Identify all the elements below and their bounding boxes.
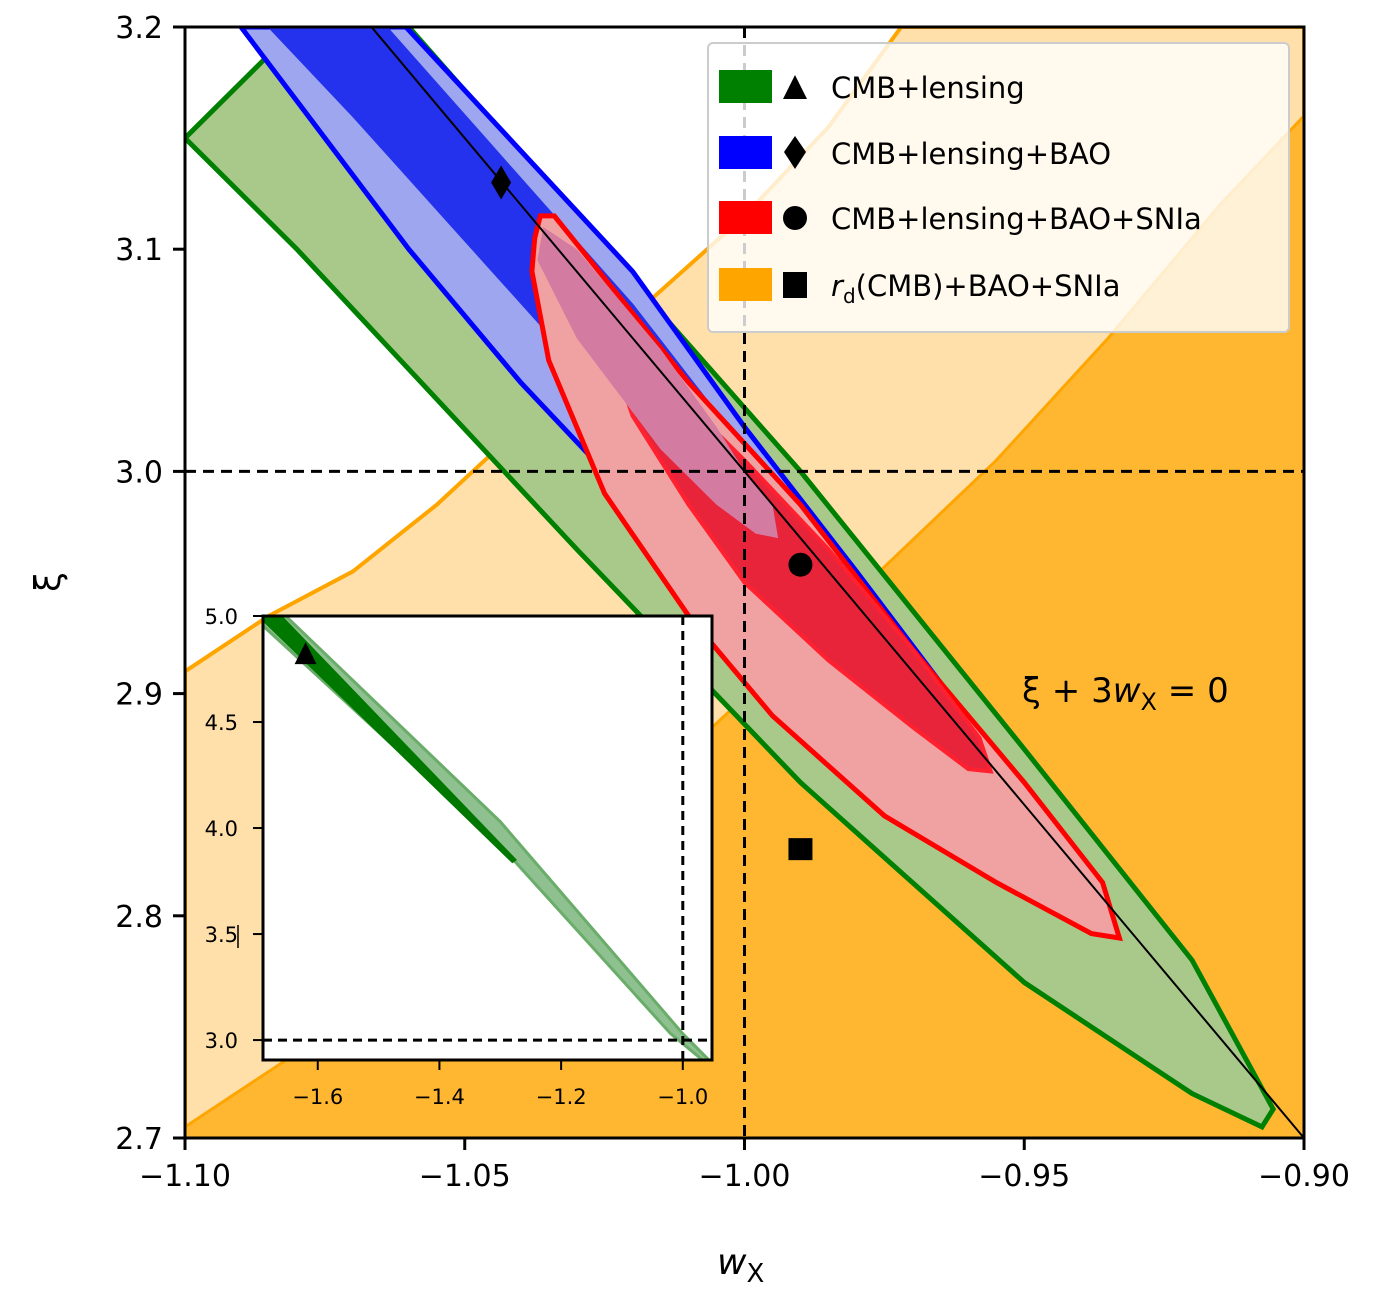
- legend-entry: CMB+lensing+BAO: [719, 136, 1111, 171]
- x-tick-label: −1.00: [699, 1159, 791, 1194]
- annotation-rest: = 0: [1157, 671, 1229, 711]
- diamond-marker-icon: [784, 136, 806, 169]
- best-fit-triangle-marker: [294, 642, 317, 665]
- inset-ticks: −1.6 −1.4 −1.2 −1.0 3.0 3.5 4.0 4.5 5.0: [205, 605, 709, 1109]
- legend-label: CMB+lensing+BAO: [831, 137, 1111, 171]
- main-ticks: −1.10 −1.05 −1.00 −0.95 −0.90 2.7 2.8 2.9 3.0 3.1…: [115, 11, 1350, 1194]
- y-tick-label: 3.2: [115, 11, 163, 46]
- x-tick-label: −0.90: [1258, 1159, 1350, 1194]
- inset-x-tick-label: −1.4: [414, 1085, 465, 1109]
- best-fit-circle-marker: [788, 552, 813, 577]
- inset-axes-frame: [261, 614, 714, 1062]
- y-tick-label: 2.7: [115, 1122, 163, 1157]
- y-tick-label: 3.0: [115, 455, 163, 490]
- x-tick-label: −0.95: [978, 1159, 1070, 1194]
- annotation-w: w: [1113, 671, 1141, 711]
- inset-y-tick-label: 5.0: [205, 605, 238, 629]
- legend-swatch-blue: [719, 136, 772, 169]
- inset-x-tick-label: −1.2: [536, 1085, 587, 1109]
- inset-y-tick-label: 3.0: [205, 1029, 238, 1053]
- relation-line-xi-plus-3w: [370, 27, 1304, 1138]
- x-tick-label: −1.05: [419, 1159, 511, 1194]
- y-axis-label: ξ: [28, 572, 69, 592]
- legend-swatch-red: [719, 201, 772, 234]
- best-fit-square-marker: [788, 838, 813, 861]
- inset-y-tick-label: 4.0: [205, 817, 238, 841]
- x-tick-label: −1.10: [139, 1159, 231, 1194]
- annotation-sub: X: [1141, 688, 1157, 716]
- legend-entry: rd(CMB)+BAO+SNIa: [719, 268, 1121, 308]
- legend-label: rd(CMB)+BAO+SNIa: [831, 269, 1121, 308]
- square-marker-icon: [783, 272, 807, 298]
- legend-label-r: r: [831, 269, 845, 303]
- inset-y-tick-label: 4.5: [205, 711, 238, 735]
- x-axis-label-sub: X: [746, 1259, 764, 1289]
- legend-label: CMB+lensing: [831, 71, 1025, 105]
- legend-label-rest: (CMB)+BAO+SNIa: [856, 269, 1121, 303]
- circle-marker-icon: [783, 206, 807, 230]
- relation-line: [370, 27, 1304, 1138]
- y-tick-label: 3.1: [115, 233, 163, 268]
- legend: CMB+lensing CMB+lensing+BAO CMB+lensing+…: [707, 42, 1290, 333]
- legend-swatch-orange: [719, 268, 772, 301]
- legend-swatch-green: [719, 70, 772, 103]
- best-fit-markers: [491, 165, 813, 861]
- triangle-marker-icon: [783, 75, 807, 99]
- legend-entry: CMB+lensing: [719, 70, 1025, 105]
- inset-x-tick-label: −1.0: [657, 1085, 708, 1109]
- legend-box: [707, 42, 1290, 333]
- y-tick-label: 2.8: [115, 900, 163, 935]
- x-axis-label-w: w: [717, 1242, 747, 1283]
- best-fit-diamond-marker: [491, 165, 512, 200]
- legend-entry: CMB+lensing+BAO+SNIa: [719, 201, 1202, 236]
- annotation: ξ + 3wX = 0: [1022, 671, 1229, 716]
- legend-label: CMB+lensing+BAO+SNIa: [831, 202, 1202, 236]
- inset-x-tick-label: −1.6: [292, 1085, 343, 1109]
- x-axis-label: wX: [717, 1242, 764, 1289]
- red-overlap-region: [537, 227, 779, 539]
- legend-label-sub: d: [843, 284, 856, 308]
- y-tick-label: 2.9: [115, 678, 163, 713]
- annotation-xi: ξ + 3: [1022, 671, 1113, 711]
- inset-y-tick-label: 3.5: [205, 923, 238, 947]
